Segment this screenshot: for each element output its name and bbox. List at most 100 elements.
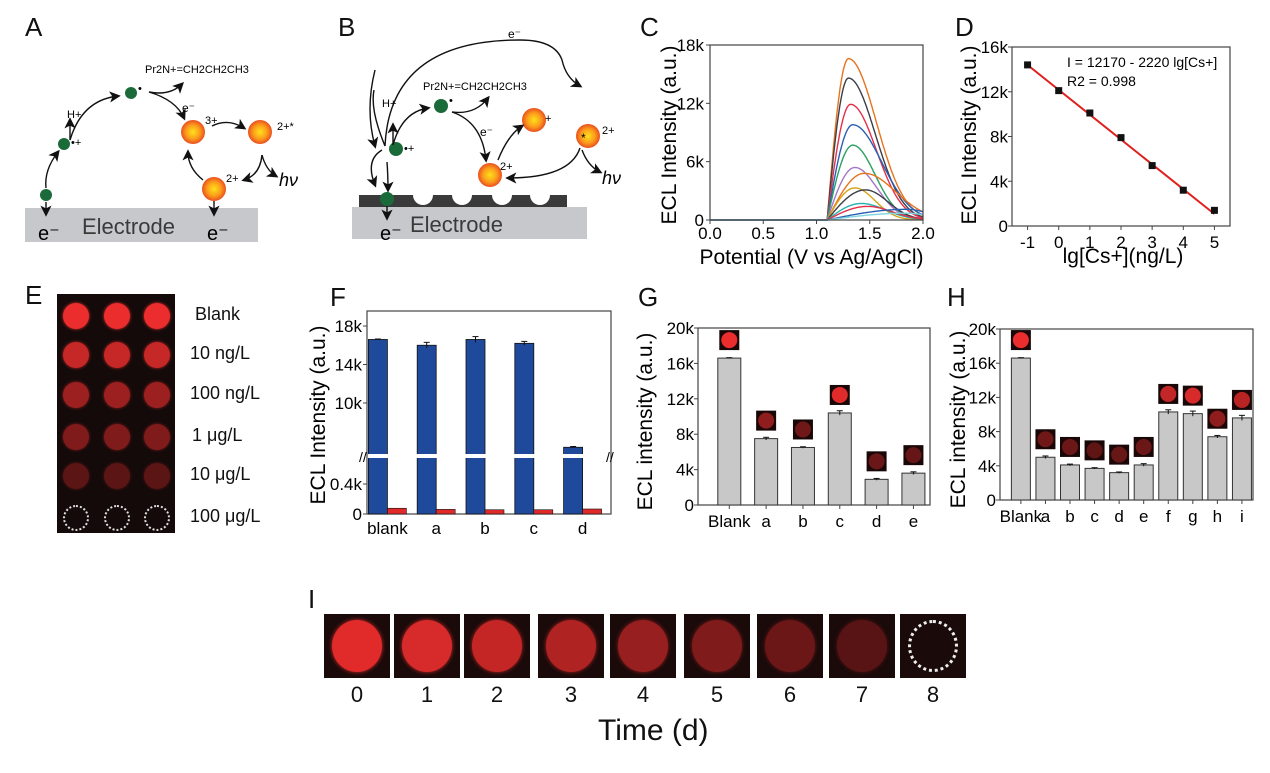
day-label: 1 <box>420 682 434 707</box>
electron-label-b3: e⁻ <box>380 223 402 245</box>
bar-red <box>484 509 505 515</box>
day-label: 2 <box>490 682 504 707</box>
ecl-spot-empty <box>63 505 89 531</box>
y-axis-label: ECL Intensity (a.u.) <box>307 326 330 505</box>
y-tick-label: 8k <box>990 128 1008 147</box>
charge-plus-b: + <box>545 113 551 125</box>
x-tick-label: 2.0 <box>911 224 935 243</box>
y-tick-label: 10k <box>335 394 363 413</box>
ecl-spot <box>618 620 668 672</box>
bar <box>1182 413 1203 501</box>
data-point <box>1210 206 1218 214</box>
y-tick-label: 18k <box>335 317 363 336</box>
y-tick-label: 12k <box>677 94 705 113</box>
ecl-spot <box>63 382 89 408</box>
ecl-spot <box>63 463 89 489</box>
charge-3plus-a: 3+ <box>205 115 218 127</box>
ecl-spot <box>104 382 130 408</box>
ecl-spot <box>144 303 170 329</box>
panel-g-interference-chart: Blank a b c d e 0 4k 8k 12k 16k 20k ECL intensity (a… <box>634 319 931 531</box>
tpra-radical-b <box>434 99 448 113</box>
x-tick-label: 4 <box>1179 233 1188 252</box>
x-axis-label: Potential (V vs Ag/AgCl) <box>699 246 923 269</box>
panel-label-a: A <box>25 12 43 42</box>
r-squared-label: R2 = 0.998 <box>1067 73 1136 89</box>
x-tick-label: 2 <box>1116 233 1125 252</box>
tpra-radical-cation-b <box>389 142 403 156</box>
y-tick-label: 16k <box>969 354 997 373</box>
ru-2plus-excited-b <box>576 124 600 148</box>
ru-3plus <box>181 120 205 144</box>
charge-2plus-a: 2+ <box>226 173 239 185</box>
ecl-spot <box>104 342 130 368</box>
x-tick-label: 0 <box>1054 233 1063 252</box>
x-tick-label: 1.0 <box>805 224 829 243</box>
ecl-spot-image <box>1062 438 1079 455</box>
time-spot-image <box>538 614 604 678</box>
ecl-spot-image <box>758 412 775 429</box>
bar <box>1060 464 1081 501</box>
bar-red <box>582 508 602 515</box>
spot-concentration-label: 10 μg/L <box>190 464 251 484</box>
y-tick-label: 4k <box>676 461 694 480</box>
time-spot-image <box>757 614 823 678</box>
ecl-spot-empty <box>144 505 170 531</box>
y-tick-label: 18k <box>677 36 705 55</box>
ru-2plus <box>202 177 226 201</box>
proton-label-a: H+ <box>67 109 81 121</box>
panel-label-h: H <box>947 282 966 312</box>
bar <box>827 412 852 506</box>
ecl-spot <box>104 303 130 329</box>
y-axis-label: ECL intensity (a.u.) <box>634 333 657 511</box>
x-tick-label: c <box>1090 507 1099 526</box>
x-tick-label: c <box>530 519 539 538</box>
panel-label-g: G <box>638 282 659 312</box>
ecl-spot-image <box>1233 391 1250 408</box>
y-tick-label: 20k <box>969 320 997 339</box>
x-tick-label: a <box>761 512 771 531</box>
ecl-spot <box>402 620 452 672</box>
panel-label-b: B <box>338 12 356 42</box>
electrode-label-a: Electrode <box>82 214 175 239</box>
y-tick-label: 4k <box>978 457 996 476</box>
data-point <box>1024 61 1032 69</box>
panel-d-calibration-chart: 0 4k 8k 12k 16k -1 0 1 2 3 4 5 I = 12170 - 2220 lg[C… <box>958 38 1231 268</box>
ecl-spot-image <box>831 386 848 403</box>
bar <box>901 472 926 506</box>
radical-cation-label-b: •+ <box>404 143 414 155</box>
charge-2plus-star-a: 2+* <box>277 121 295 133</box>
panel-label-c: C <box>640 12 659 42</box>
panel-label-d: D <box>955 12 974 42</box>
ecl-spot <box>63 424 89 450</box>
ecl-spot <box>144 463 170 489</box>
data-point <box>1055 87 1063 95</box>
ecl-spot <box>144 424 170 450</box>
x-tick-label: d <box>1114 507 1123 526</box>
x-tick-label: blank <box>367 519 408 538</box>
x-tick-label: b <box>480 519 489 538</box>
x-tick-label: f <box>1166 507 1171 526</box>
time-spot-image <box>829 614 895 678</box>
bar <box>717 357 742 506</box>
x-tick-label: c <box>836 512 845 531</box>
ecl-curve-s1 <box>710 57 924 221</box>
data-point <box>1117 134 1125 142</box>
ecl-spot-empty <box>908 620 958 672</box>
ecl-spot-image <box>1184 387 1201 404</box>
time-spot-image <box>900 614 966 678</box>
x-tick-label: 3 <box>1147 233 1156 252</box>
ecl-spot-image <box>1086 442 1103 459</box>
time-spot-image <box>464 614 530 678</box>
panel-c-ecl-potential-chart: 0 6k 12k 18k 0.0 0.5 1.0 1.5 2.0 Potential (V vs … <box>658 36 935 269</box>
ecl-spot-image <box>905 447 922 464</box>
x-tick-label: b <box>1065 507 1074 526</box>
product-label-a: Pr2N+=CH2CH2CH3 <box>145 64 249 76</box>
spot-concentration-label: 10 ng/L <box>190 343 251 363</box>
y-axis-label: ECL Intensity (a.u.) <box>658 46 681 225</box>
panel-label-i: I <box>308 584 316 614</box>
data-point <box>1179 186 1187 194</box>
bar <box>1231 417 1252 501</box>
ecl-curve-s9 <box>710 189 924 221</box>
x-tick-label: d <box>578 519 587 538</box>
panel-a-mechanism-diagram: Electrode H+ •+ • Pr2N+=CH2CH2CH3 e⁻ 3+ … <box>25 64 298 245</box>
